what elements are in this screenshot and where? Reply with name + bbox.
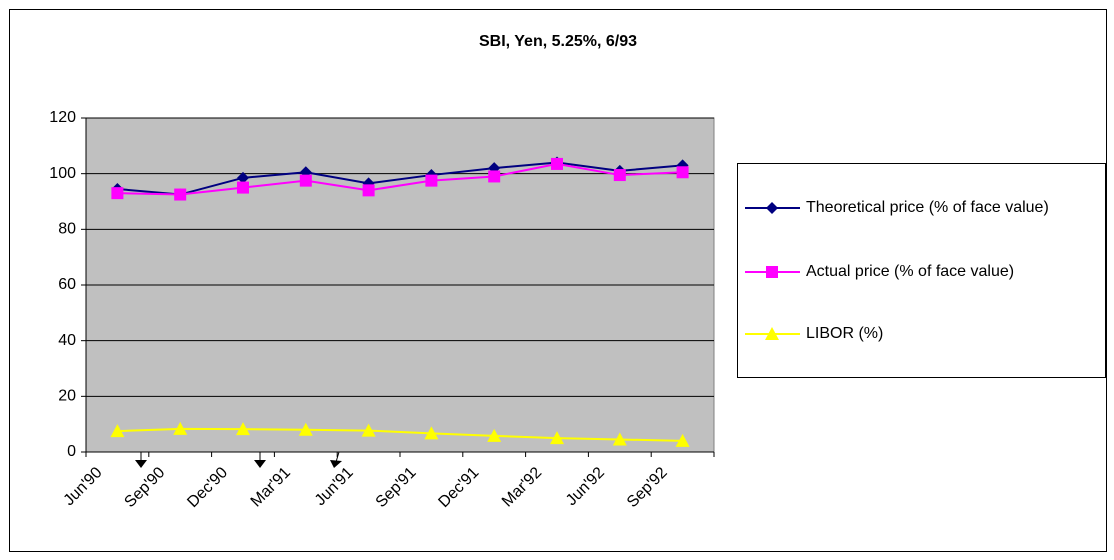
- data-point: [299, 174, 312, 187]
- data-point: [488, 170, 501, 183]
- y-tick-label: 120: [49, 109, 76, 126]
- data-point: [551, 157, 563, 170]
- data-point: [613, 169, 626, 182]
- data-point: [237, 171, 249, 184]
- data-point: [487, 428, 502, 442]
- data-point: [110, 424, 125, 438]
- annotation-arrows: [135, 451, 342, 468]
- series-line: [117, 162, 683, 196]
- data-point: [174, 188, 187, 201]
- legend-label: Theoretical price (% of face value): [806, 199, 1049, 216]
- legend-label: Actual price (% of face value): [806, 263, 1015, 280]
- data-point: [173, 421, 188, 435]
- y-tick-label: 40: [58, 332, 76, 349]
- y-tick-label: 0: [67, 443, 76, 460]
- y-tick-label: 20: [58, 388, 76, 405]
- data-point: [362, 184, 375, 197]
- data-point: [298, 422, 313, 436]
- data-point: [676, 166, 689, 179]
- series-line: [117, 161, 683, 196]
- data-point: [361, 423, 376, 437]
- y-tick-label: 100: [49, 165, 76, 182]
- legend-marker: [766, 266, 778, 278]
- chart-title: SBI, Yen, 5.25%, 6/93: [479, 33, 637, 50]
- data-point: [550, 431, 564, 445]
- legend-label: LIBOR (%): [806, 325, 884, 342]
- data-point: [424, 426, 439, 440]
- y-tick-label: 80: [58, 221, 76, 238]
- data-point: [612, 432, 627, 446]
- y-tick-label: 60: [58, 276, 76, 293]
- data-point: [236, 422, 250, 436]
- data-point: [237, 181, 249, 194]
- legend-marker: [766, 202, 778, 214]
- data-point: [675, 433, 690, 447]
- data-point: [425, 174, 438, 187]
- data-point: [111, 187, 124, 200]
- legend-box: [737, 163, 1106, 378]
- series-line: [117, 427, 683, 442]
- legend-marker: [765, 327, 779, 340]
